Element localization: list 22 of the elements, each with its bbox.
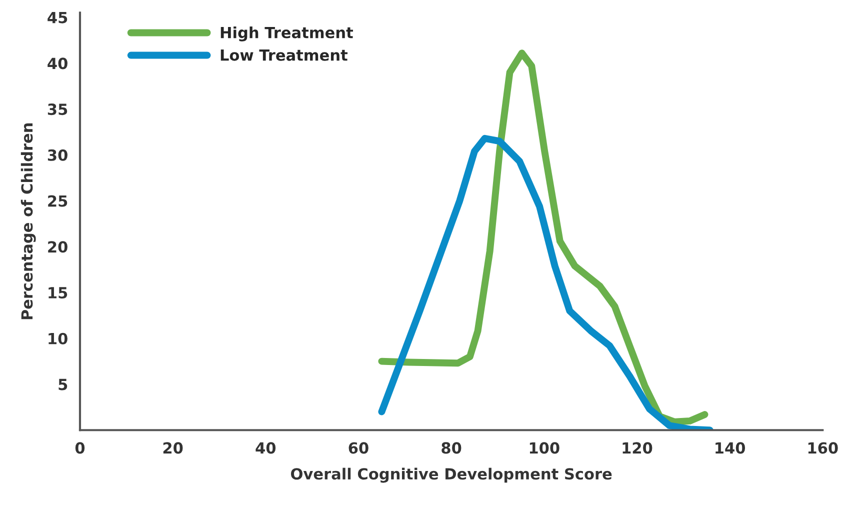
y-tick-label: 10: [48, 332, 68, 344]
y-tick-label: 35: [48, 104, 68, 116]
x-axis-title: Overall Cognitive Development Score: [290, 468, 612, 483]
x-tick-label: 40: [256, 442, 276, 454]
x-tick-label: 100: [530, 442, 560, 454]
y-tick-label: 20: [48, 241, 68, 253]
x-tick-label: 140: [716, 442, 746, 454]
legend-label: High Treatment: [220, 26, 353, 42]
x-tick-label: 0: [75, 442, 85, 454]
y-tick-label: 30: [48, 149, 68, 161]
y-axis-title: Percentage of Children: [20, 123, 36, 320]
y-tick-label: 15: [48, 287, 68, 299]
y-tick-label: 45: [48, 12, 68, 24]
y-tick-label: 5: [58, 378, 68, 390]
x-tick-label: 120: [622, 442, 652, 454]
legend-label: Low Treatment: [220, 49, 348, 61]
y-tick-label: 40: [48, 58, 68, 70]
y-tick-label: 25: [48, 195, 68, 207]
x-tick-label: 20: [163, 442, 183, 454]
x-tick-label: 80: [442, 442, 462, 454]
x-tick-label: 60: [348, 442, 368, 454]
x-tick-label: 160: [808, 442, 838, 454]
